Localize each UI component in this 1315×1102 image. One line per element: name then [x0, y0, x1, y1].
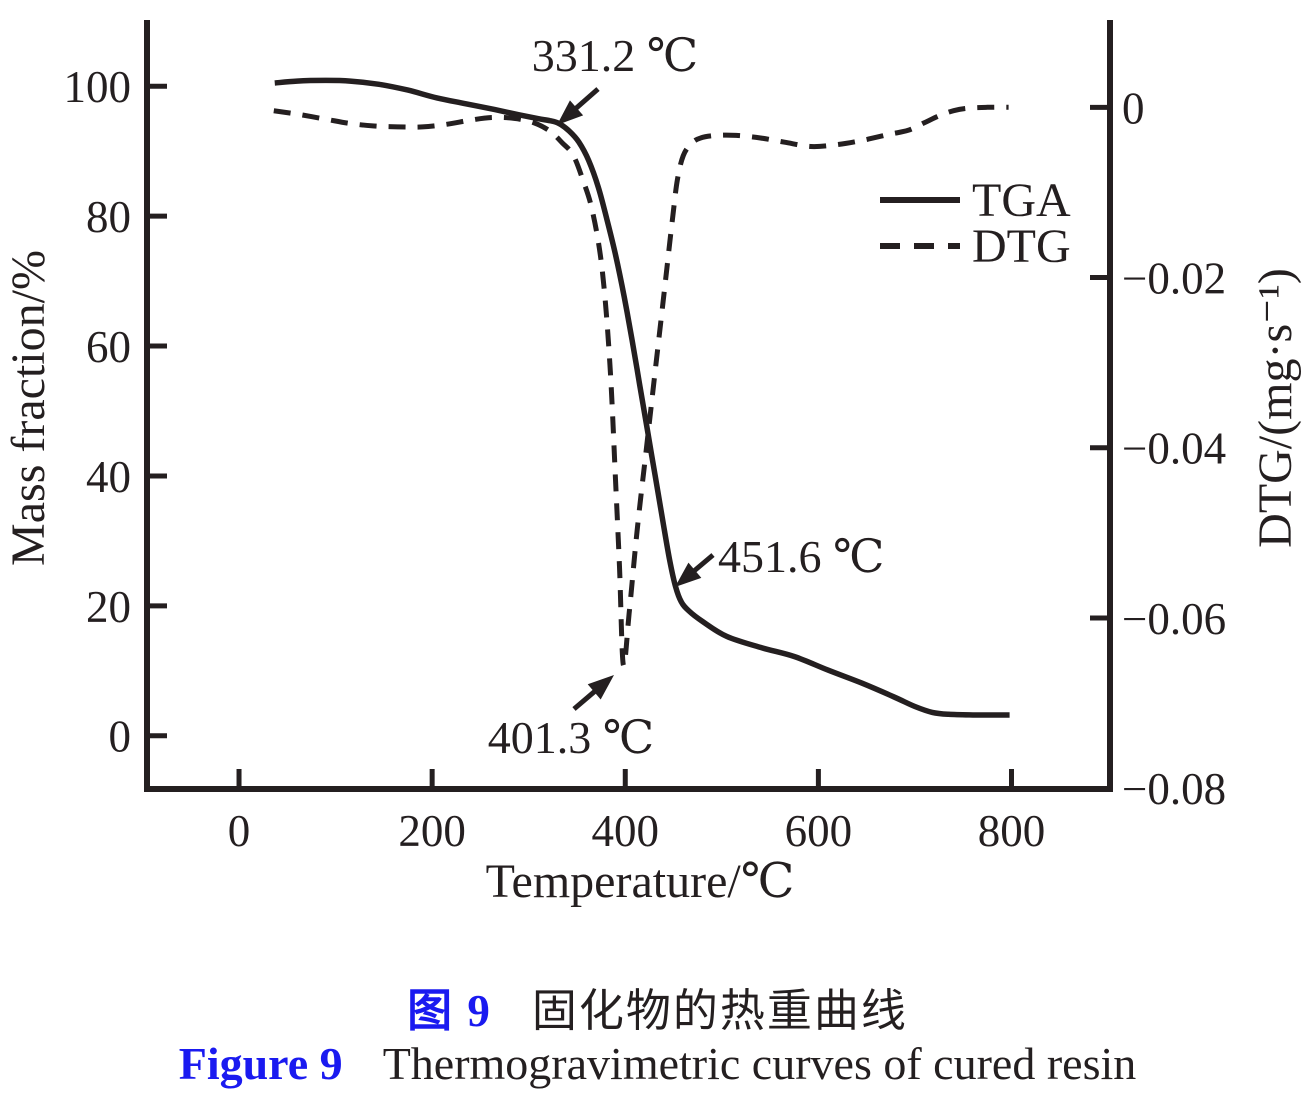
x-axis-title: Temperature/℃	[486, 855, 795, 908]
annotation-arrow-head	[557, 100, 584, 125]
caption-english-text: Thermogravimetric curves of cured resin	[382, 1038, 1137, 1089]
annotations: 331.2 ℃ 451.6 ℃ 401.3 ℃	[488, 30, 885, 763]
y-right-tick-label: −0.04	[1122, 424, 1226, 474]
annotation-arrow-head	[675, 562, 702, 587]
x-tick-label: 200	[398, 806, 466, 856]
y-right-tick-label: −0.06	[1122, 594, 1226, 644]
y-right-tick-label: −0.08	[1122, 764, 1226, 814]
caption-chinese: 图 9 固化物的热重曲线	[0, 974, 1315, 1039]
dtg-curve	[273, 104, 1009, 669]
annotation-label: 451.6 ℃	[718, 531, 884, 582]
x-axis-ticks: 0 200 400 600 800	[228, 769, 1045, 856]
x-tick-label: 0	[228, 806, 251, 856]
x-tick-label: 800	[978, 806, 1046, 856]
y-left-tick-label: 100	[64, 62, 132, 112]
y-left-axis-ticks: 100 80 60 40 20 0	[64, 62, 167, 762]
y-right-tick-label: −0.02	[1122, 254, 1226, 304]
axes-spines	[144, 20, 1113, 792]
y-right-axis-title: DTG/(mg·s⁻¹)	[1249, 268, 1302, 548]
legend-label-dtg: DTG	[972, 220, 1071, 273]
caption-english-label: Figure 9	[178, 1038, 343, 1089]
data-curves	[273, 77, 1010, 718]
y-right-axis-ticks: 0 −0.02 −0.04 −0.06 −0.08	[1090, 83, 1226, 814]
x-tick-label: 600	[785, 806, 853, 856]
annotation-label: 401.3 ℃	[488, 712, 654, 763]
caption-english: Figure 9 Thermogravimetric curves of cure…	[0, 1037, 1315, 1090]
caption-chinese-label: 图 9	[407, 986, 492, 1036]
x-tick-label: 400	[592, 806, 660, 856]
legend-line-samples	[880, 197, 960, 249]
caption-chinese-text: 固化物的热重曲线	[531, 986, 908, 1036]
y-left-axis-title: Mass fraction/%	[2, 250, 55, 566]
y-left-tick-label: 60	[86, 322, 131, 372]
annotation-arrow-head	[587, 675, 614, 700]
tga-curve	[274, 77, 1010, 718]
y-right-tick-label: 0	[1122, 83, 1145, 133]
legend-label-tga: TGA	[972, 174, 1071, 227]
y-left-tick-label: 0	[109, 712, 132, 762]
y-left-tick-label: 40	[86, 452, 131, 502]
y-left-tick-label: 20	[86, 582, 131, 632]
annotation-label: 331.2 ℃	[532, 30, 698, 81]
y-left-tick-label: 80	[86, 192, 131, 242]
